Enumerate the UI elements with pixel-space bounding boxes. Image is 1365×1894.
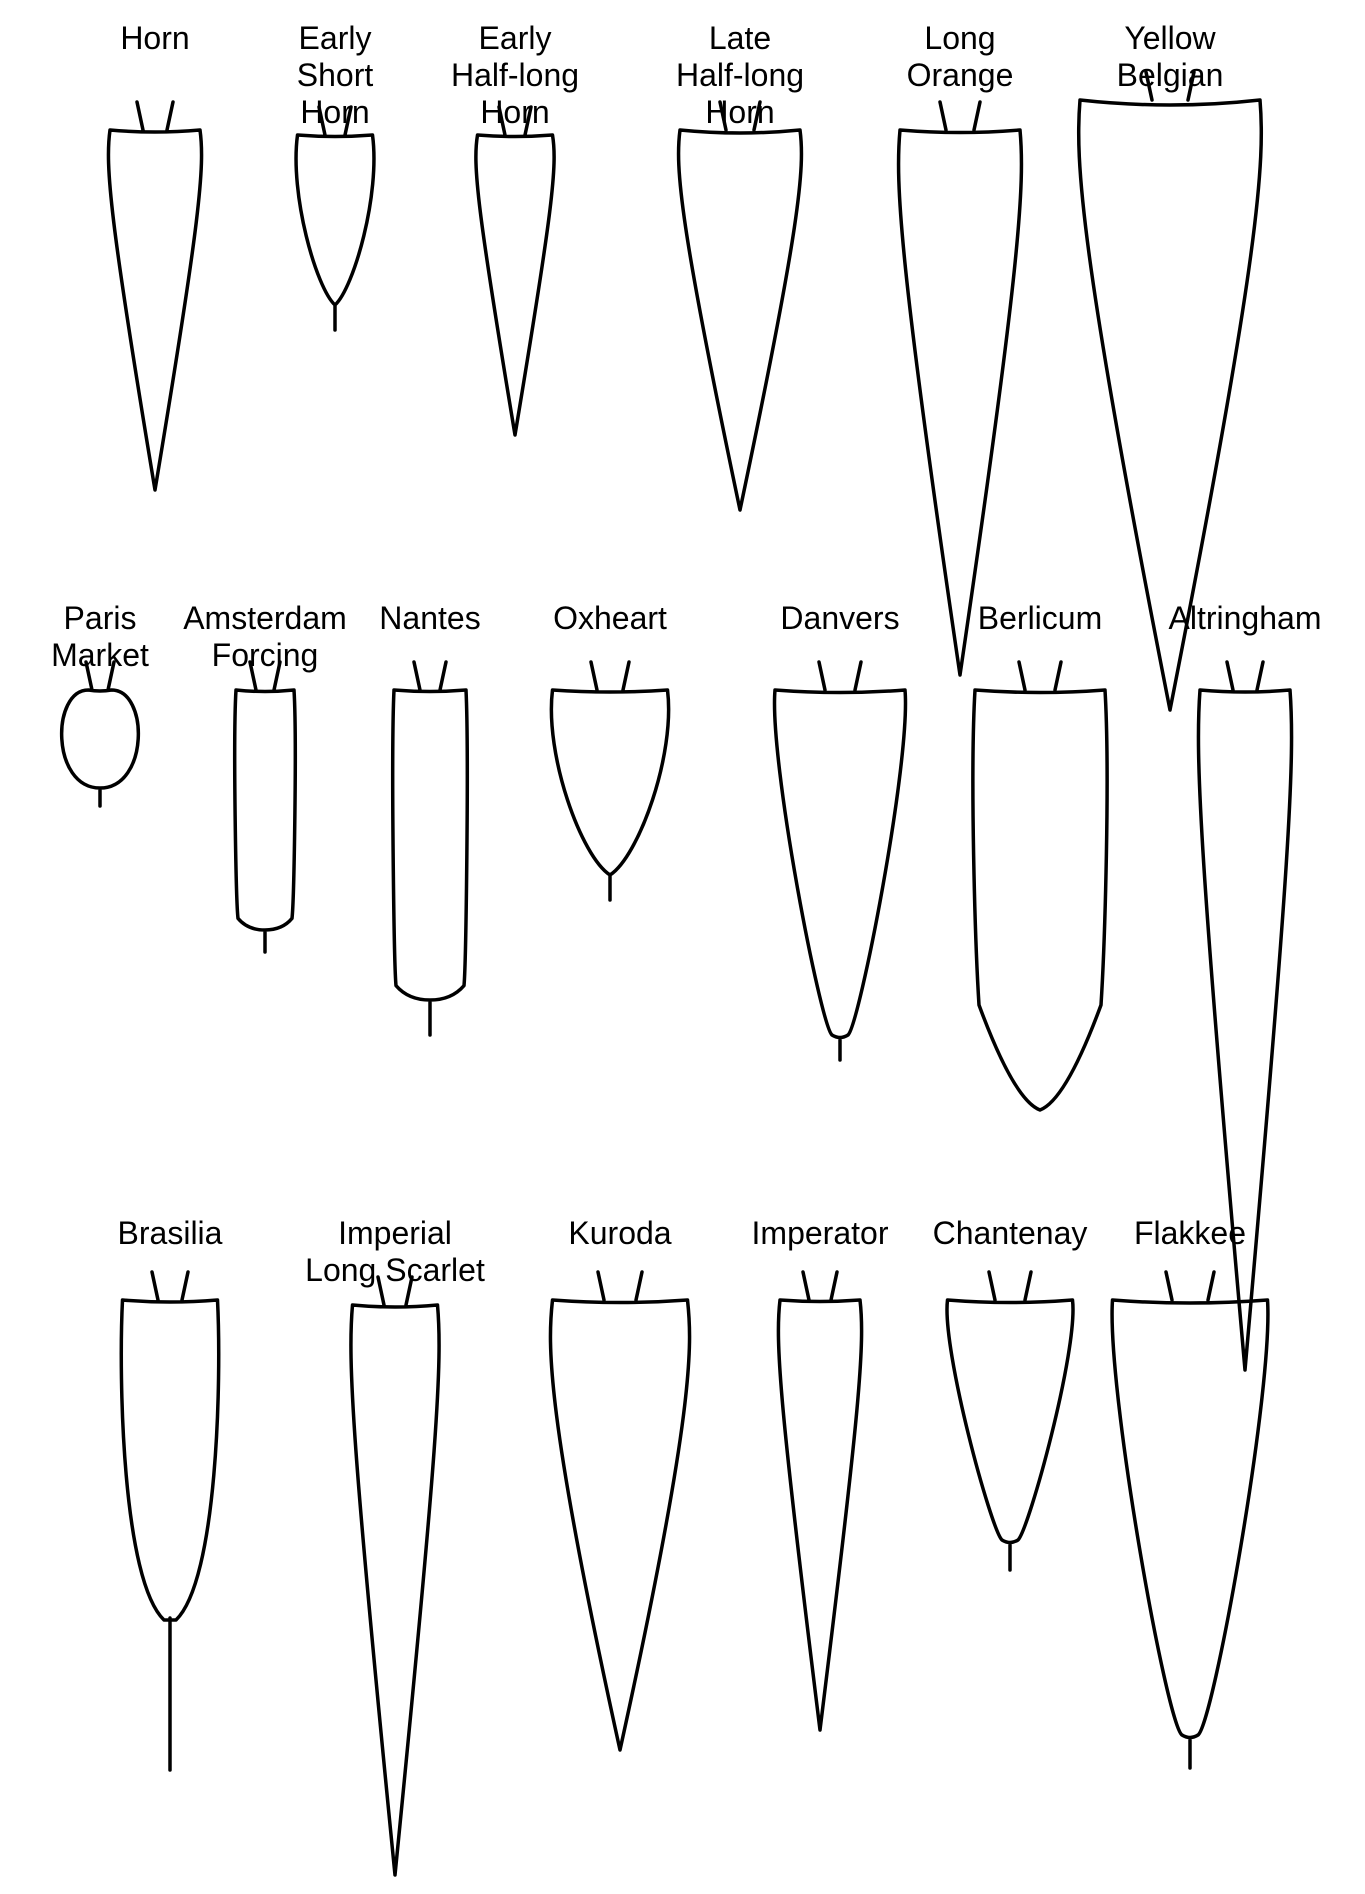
carrot-shape-flakkee — [0, 0, 1365, 1894]
